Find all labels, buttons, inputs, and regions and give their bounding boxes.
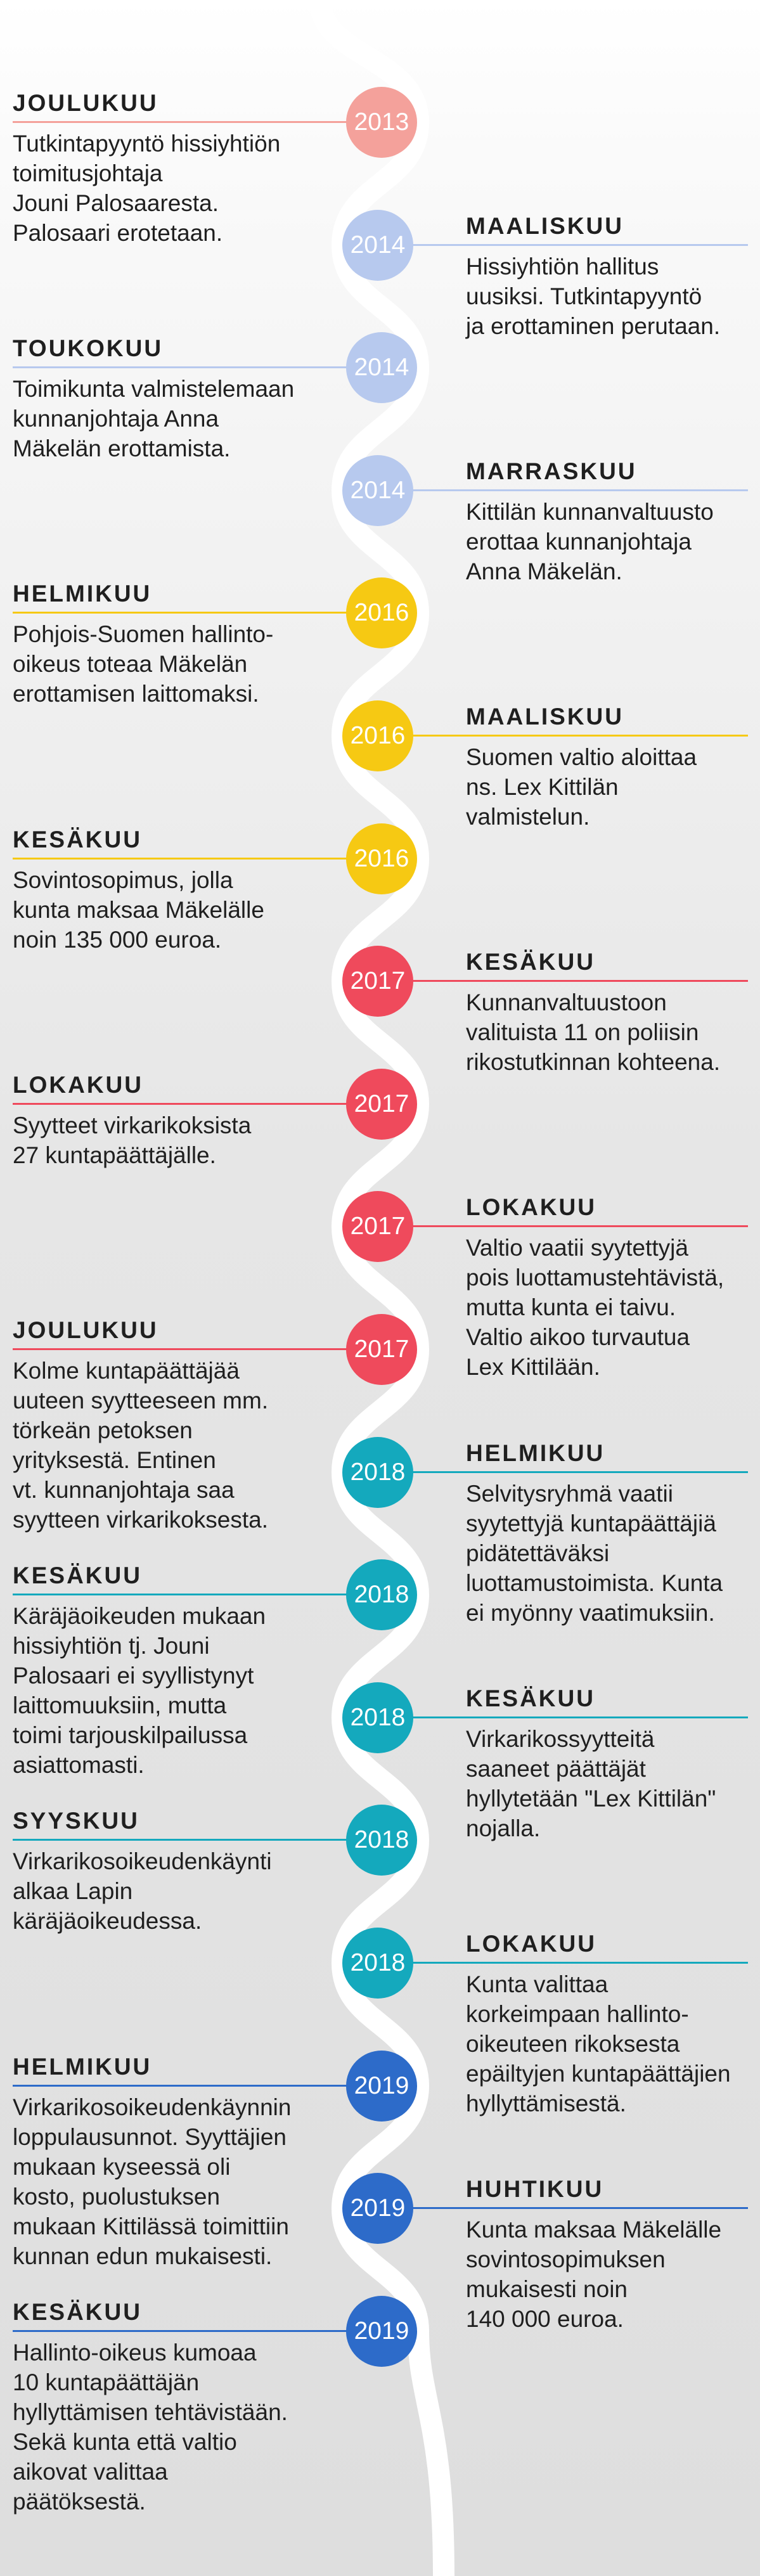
event-year-badge: 2016: [342, 700, 413, 771]
event-connector-line: [13, 366, 382, 369]
event-connector-line: [13, 2084, 382, 2087]
event-year-badge: 2017: [342, 1191, 413, 1263]
event-description: Virkarikosoikeudenkäynnin loppulausunnot…: [13, 2094, 292, 2269]
event-description: Käräjäoikeuden mukaan hissiyhtiön tj. Jo…: [13, 1603, 266, 1779]
event-month: KESÄKUU: [466, 1685, 595, 1711]
event-month: TOUKOKUU: [13, 335, 164, 362]
event-description: Toimikunta valmistelemaan kunnanjohtaja …: [13, 376, 295, 462]
event-year-badge: 2018: [342, 1928, 413, 1999]
event-description: Pohjois-Suomen hallinto- oikeus toteaa M…: [13, 621, 274, 707]
event-month: KESÄKUU: [13, 826, 142, 853]
event-description: Sovintosopimus, jolla kunta maksaa Mäkel…: [13, 866, 264, 953]
event-connector-line: [378, 489, 748, 491]
event-description: Selvitysryhmä vaatii syytettyjä kuntapää…: [466, 1480, 723, 1626]
event-year-badge: 2014: [342, 209, 413, 281]
event-connector-line: [13, 857, 382, 860]
event-month: MAALISKUU: [466, 704, 624, 730]
event-connector-line: [378, 2207, 748, 2210]
event-month: KESÄKUU: [13, 2298, 142, 2325]
event-month: KESÄKUU: [13, 1562, 142, 1589]
event-month: LOKAKUU: [13, 1071, 143, 1098]
event-description: Hallinto-oikeus kumoaa 10 kuntapäättäjän…: [13, 2339, 288, 2515]
event-connector-line: [13, 2329, 382, 2332]
event-year-badge: 2017: [346, 1068, 417, 1140]
event-month: JOULUKUU: [13, 90, 158, 116]
event-year-badge: 2019: [342, 2173, 413, 2244]
event-month: KESÄKUU: [466, 949, 595, 976]
event-description: Virkarikossyytteitä saaneet päättäjät hy…: [466, 1725, 716, 1841]
event-month: SYYSKUU: [13, 1808, 139, 1834]
event-year-badge: 2019: [346, 2295, 417, 2367]
event-description: Kittilän kunnanvaltuusto erottaa kunnanj…: [466, 498, 714, 584]
event-connector-line: [378, 1471, 748, 1473]
event-year-badge: 2014: [342, 454, 413, 526]
event-connector-line: [13, 1348, 382, 1350]
event-description: Kunta maksaa Mäkelälle sovintosopimuksen…: [466, 2217, 722, 2333]
event-description: Kunnanvaltuustoon valituista 11 on polii…: [466, 989, 721, 1076]
event-month: LOKAKUU: [466, 1194, 596, 1221]
event-year-badge: 2016: [346, 823, 417, 894]
event-year-badge: 2018: [346, 1559, 417, 1631]
event-year-badge: 2014: [346, 332, 417, 404]
event-connector-line: [378, 980, 748, 982]
event-connector-line: [13, 612, 382, 614]
event-month: LOKAKUU: [466, 1931, 596, 1957]
event-description: Kunta valittaa korkeimpaan hallinto- oik…: [466, 1971, 731, 2116]
event-month: HELMIKUU: [13, 581, 152, 607]
event-month: HELMIKUU: [13, 2053, 152, 2080]
event-description: Syytteet virkarikoksista 27 kuntapäättäj…: [13, 1112, 252, 1168]
event-connector-line: [378, 735, 748, 737]
event-year-badge: 2013: [346, 87, 417, 158]
event-description: Valtio vaatii syytettyjä pois luottamust…: [466, 1235, 725, 1381]
event-connector-line: [13, 1594, 382, 1596]
event-month: JOULUKUU: [13, 1317, 158, 1343]
event-year-badge: 2016: [346, 577, 417, 649]
event-connector-line: [13, 1839, 382, 1841]
event-connector-line: [13, 1102, 382, 1105]
event-month: HELMIKUU: [466, 1439, 605, 1466]
event-description: Hissiyhtiön hallitus uusiksi. Tutkintapy…: [466, 253, 721, 339]
event-year-badge: 2017: [342, 946, 413, 1017]
event-month: HUHTIKUU: [466, 2176, 604, 2203]
event-connector-line: [378, 1225, 748, 1228]
event-year-badge: 2018: [342, 1682, 413, 1753]
event-month: MAALISKUU: [466, 212, 624, 239]
event-connector-line: [378, 243, 748, 246]
event-month: MARRASKUU: [466, 458, 637, 484]
event-description: Suomen valtio aloittaa ns. Lex Kittilän …: [466, 744, 697, 830]
event-year-badge: 2017: [346, 1314, 417, 1385]
event-year-badge: 2018: [346, 1805, 417, 1876]
event-description: Virkarikosoikeudenkäynti alkaa Lapin kär…: [13, 1848, 272, 1935]
event-description: Tutkintapyyntö hissiyhtiön toimitusjohta…: [13, 131, 281, 246]
event-description: Kolme kuntapäättäjää uuteen syytteeseen …: [13, 1358, 269, 1533]
event-year-badge: 2019: [346, 2050, 417, 2122]
event-connector-line: [378, 1716, 748, 1718]
event-connector-line: [13, 121, 382, 123]
event-year-badge: 2018: [342, 1436, 413, 1508]
event-connector-line: [378, 1962, 748, 1964]
